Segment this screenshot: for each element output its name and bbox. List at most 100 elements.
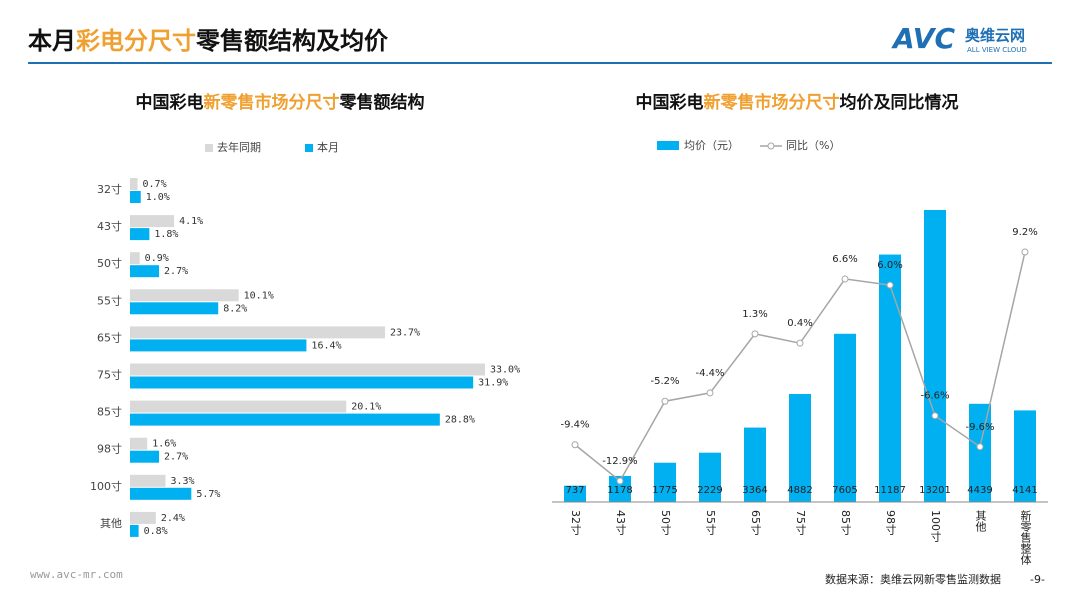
bar	[130, 326, 385, 339]
value-label: 0.9%	[145, 253, 169, 264]
marker	[751, 330, 759, 338]
value-label: 2.7%	[164, 452, 188, 463]
marker	[841, 275, 849, 283]
y-tick-label: 55寸	[97, 293, 122, 307]
value-label: 1.0%	[146, 192, 170, 203]
legend-swatch	[657, 141, 679, 150]
title-part: 零售额结构及均价	[195, 27, 389, 55]
y-tick-label: 100寸	[90, 479, 122, 493]
value-label: -6.6%	[920, 391, 949, 402]
title-part: 彩电分尺寸	[75, 27, 196, 55]
bar	[969, 403, 991, 502]
marker	[661, 397, 669, 405]
bar	[130, 252, 140, 265]
value-label: 28.8%	[445, 415, 475, 426]
value-label: 3364	[742, 485, 767, 496]
value-label: 16.4%	[311, 340, 341, 351]
legend-swatch	[305, 144, 313, 152]
title-part: 新零售市场分尺寸	[704, 92, 840, 113]
x-tick-label: 98寸	[884, 510, 897, 535]
value-label: 2.7%	[164, 266, 188, 277]
legend-swatch	[205, 144, 213, 152]
value-label: -5.2%	[650, 376, 679, 387]
value-label: 737	[565, 485, 584, 496]
y-tick-label: 75寸	[97, 368, 122, 382]
bar	[130, 511, 156, 524]
bar	[564, 485, 586, 502]
bar	[130, 400, 347, 413]
value-label: 31.9%	[478, 378, 508, 389]
marker	[886, 281, 894, 289]
marker	[931, 412, 939, 420]
source: 数据来源：奥维云网新零售监测数据	[825, 572, 1001, 586]
y-tick-label: 其他	[100, 517, 122, 530]
slide-title: 本月彩电分尺寸零售额结构及均价	[28, 27, 389, 55]
x-tick-label: 75寸	[794, 510, 807, 535]
y-tick-label: 98寸	[97, 442, 122, 456]
value-label: 6.0%	[877, 260, 902, 271]
marker	[571, 441, 579, 449]
value-label: 13201	[919, 485, 951, 496]
x-tick-label: 65寸	[749, 510, 762, 535]
bar	[130, 413, 440, 426]
logo-cn: 奥维云网	[965, 27, 1025, 45]
value-label: 1.6%	[152, 439, 176, 450]
x-tick-label: 55寸	[704, 510, 717, 535]
bar	[744, 427, 766, 502]
value-label: 2229	[697, 485, 722, 496]
legend-label: 去年同期	[217, 140, 261, 154]
title-part: 中国彩电	[636, 92, 704, 113]
bar	[130, 228, 150, 241]
value-label: 9.2%	[1012, 227, 1037, 238]
y-tick-label: 85寸	[97, 405, 122, 419]
website: www.avc-mr.com	[30, 568, 123, 581]
bar	[879, 254, 901, 502]
value-label: 4439	[967, 485, 992, 496]
x-tick-label: 50寸	[659, 510, 672, 535]
bar	[130, 289, 239, 302]
value-label: 8.2%	[223, 303, 247, 314]
bar	[130, 302, 219, 315]
bar	[130, 178, 138, 190]
bar	[130, 450, 160, 463]
bar	[609, 475, 631, 502]
value-label: 11187	[874, 485, 906, 496]
x-tick-label: 100寸	[929, 510, 942, 542]
marker	[1021, 248, 1029, 256]
logo: AVC	[891, 22, 955, 55]
bar	[130, 376, 474, 389]
value-label: 4.1%	[179, 216, 203, 227]
y-tick-label: 32寸	[97, 182, 122, 196]
y-tick-label: 65寸	[97, 330, 122, 344]
chart-title: 中国彩电新零售市场分尺寸均价及同比情况	[636, 92, 959, 113]
legend-label: 本月	[317, 140, 339, 154]
bar	[834, 333, 856, 502]
value-label: 20.1%	[351, 402, 381, 413]
bar	[924, 210, 946, 502]
page-number: -9-	[1030, 573, 1045, 586]
bar	[130, 363, 485, 376]
value-label: -9.4%	[560, 420, 589, 431]
value-label: 33.0%	[490, 365, 520, 376]
value-label: 10.1%	[244, 290, 274, 301]
chart-title: 中国彩电新零售市场分尺寸零售额结构	[136, 92, 425, 113]
bar	[130, 524, 139, 537]
marker	[706, 389, 714, 397]
value-label: 6.6%	[832, 254, 857, 265]
value-label: -12.9%	[602, 456, 637, 467]
x-tick-label: 43寸	[614, 510, 627, 535]
value-label: 1775	[652, 485, 677, 496]
legend-marker	[767, 142, 775, 150]
bar	[130, 191, 141, 203]
value-label: 2.4%	[161, 513, 185, 524]
bar	[1014, 410, 1036, 502]
legend-label: 均价（元）	[684, 139, 739, 152]
marker	[796, 339, 804, 347]
bar	[130, 487, 192, 500]
value-label: 7605	[832, 485, 857, 496]
value-label: 0.8%	[144, 526, 168, 537]
title-part: 本月	[28, 27, 76, 55]
value-label: 4882	[787, 485, 812, 496]
